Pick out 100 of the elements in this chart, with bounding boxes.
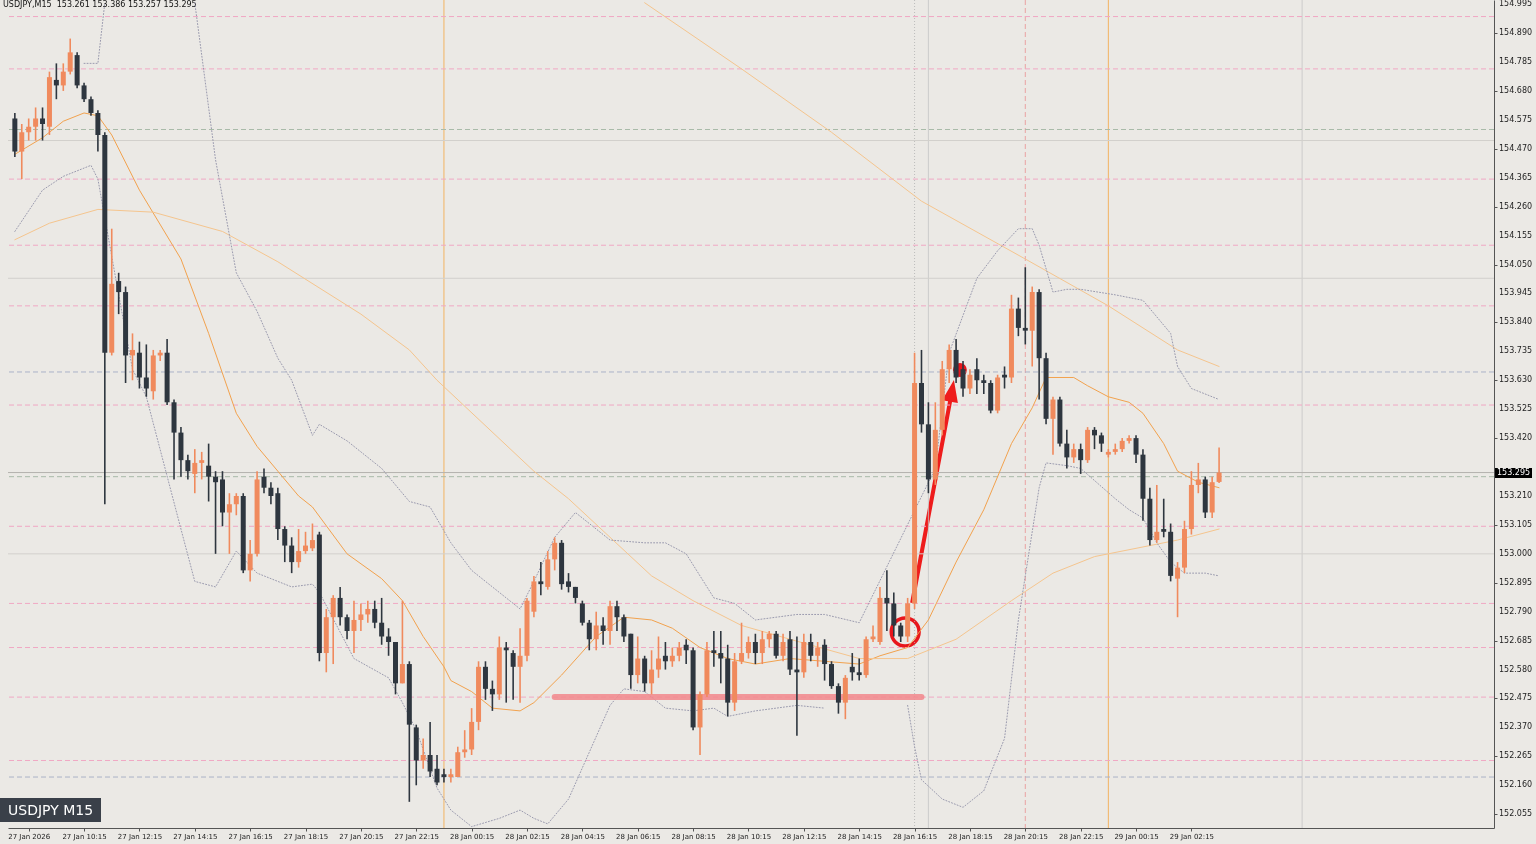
candlestick [1216,446,1222,484]
candlestick [752,632,758,665]
candlestick [600,616,606,646]
candlestick [649,649,655,696]
candlestick [517,627,523,704]
candlestick [1175,561,1181,619]
annotation: USDJPY M15 [0,798,102,822]
candlestick [1071,442,1077,464]
candlestick [33,106,39,142]
y-tick-label: 153.105 [1499,519,1533,529]
y-tick-label: 153.735 [1499,346,1533,356]
candlestick [1078,442,1084,475]
candlestick [344,613,350,641]
y-tick-label: 154.890 [1499,28,1533,38]
candlestick [379,597,385,646]
candlestick [780,632,786,663]
candlestick [1133,434,1139,464]
candlestick [40,106,46,142]
line-series [14,208,1220,660]
candlestick [399,599,405,685]
candlestick [635,635,641,685]
candlestick [856,657,862,682]
y-tick-label: 153.000 [1499,548,1533,558]
candlestick [974,357,980,395]
candlestick [946,343,952,384]
candlestick [372,599,378,630]
candlestick [19,123,25,180]
y-tick-label: 152.055 [1499,809,1533,819]
y-tick-label: 153.945 [1499,288,1533,298]
y-tick-label: 154.785 [1499,57,1533,66]
candlestick [233,492,239,517]
y-tick-label: 152.160 [1499,780,1533,790]
y-tick-label: 152.370 [1499,722,1533,732]
candlestick [718,630,724,685]
y-tick-label: 153.630 [1499,375,1533,385]
candlestick [143,343,149,398]
candlestick [330,594,336,665]
candlestick [60,62,66,92]
candlestick [566,572,572,594]
candlestick [579,599,585,627]
candlestick [462,729,468,759]
y-tick-label: 154.470 [1499,143,1533,153]
candlestick [815,641,821,668]
line-series [644,2,1220,367]
candlestick [1015,296,1021,337]
candlestick [898,621,904,643]
candlestick [1126,434,1132,445]
candlestick [185,453,191,481]
candlestick [296,528,302,569]
y-tick-label: 152.895 [1499,577,1533,587]
candlestick [88,95,94,117]
candlestick [808,632,814,663]
candlestick [261,467,267,495]
candlestick [482,660,488,701]
y-tick-label: 152.685 [1499,635,1533,645]
y-tick-label: 153.210 [1499,490,1533,500]
candlestick [67,37,73,76]
candlestick [967,368,973,395]
y-tick-label: 154.050 [1499,259,1533,269]
candlestick [1161,497,1167,539]
ref-line-label: 153.295 [1495,467,1533,478]
candlestick [199,451,205,481]
y-tick-label: 152.475 [1499,693,1533,703]
candlestick [116,271,122,315]
candlestick [835,682,841,715]
y-tick-label: 152.790 [1499,606,1533,616]
y-tick-label: 153.840 [1499,317,1533,327]
candlestick [829,660,835,690]
chart-title: USDJPY,M15 153.261 153.386 153.257 153.295 [3,0,197,10]
y-tick-label: 152.265 [1499,751,1533,761]
y-tick-label: 154.155 [1499,230,1533,240]
candlestick [351,599,357,654]
candlestick [891,591,897,638]
y-tick-label: 152.580 [1499,664,1533,674]
candlestick [206,442,212,503]
candlestick [226,492,232,555]
candlestick [247,539,253,583]
candlestick [1022,266,1028,346]
line-series [14,112,1220,712]
y-tick-label: 153.420 [1499,433,1533,443]
candlestick [289,536,295,574]
candlestick [538,561,544,596]
candlestick [773,630,779,660]
candlestick [960,360,966,398]
candlestick [593,610,599,652]
candlestick [676,641,682,663]
candlestick [586,619,592,652]
candlestick [427,721,433,778]
candlestick [309,522,315,552]
candlestick [655,635,661,679]
candlestick [759,630,765,665]
candlestick [711,630,717,668]
candlestick [1064,429,1070,470]
candlestick [337,586,343,627]
candlestick [552,536,558,572]
candlestick [386,627,392,657]
candlestick [448,767,454,784]
candlestick [745,635,751,660]
candlestick [81,81,87,103]
candlestick [358,602,364,632]
